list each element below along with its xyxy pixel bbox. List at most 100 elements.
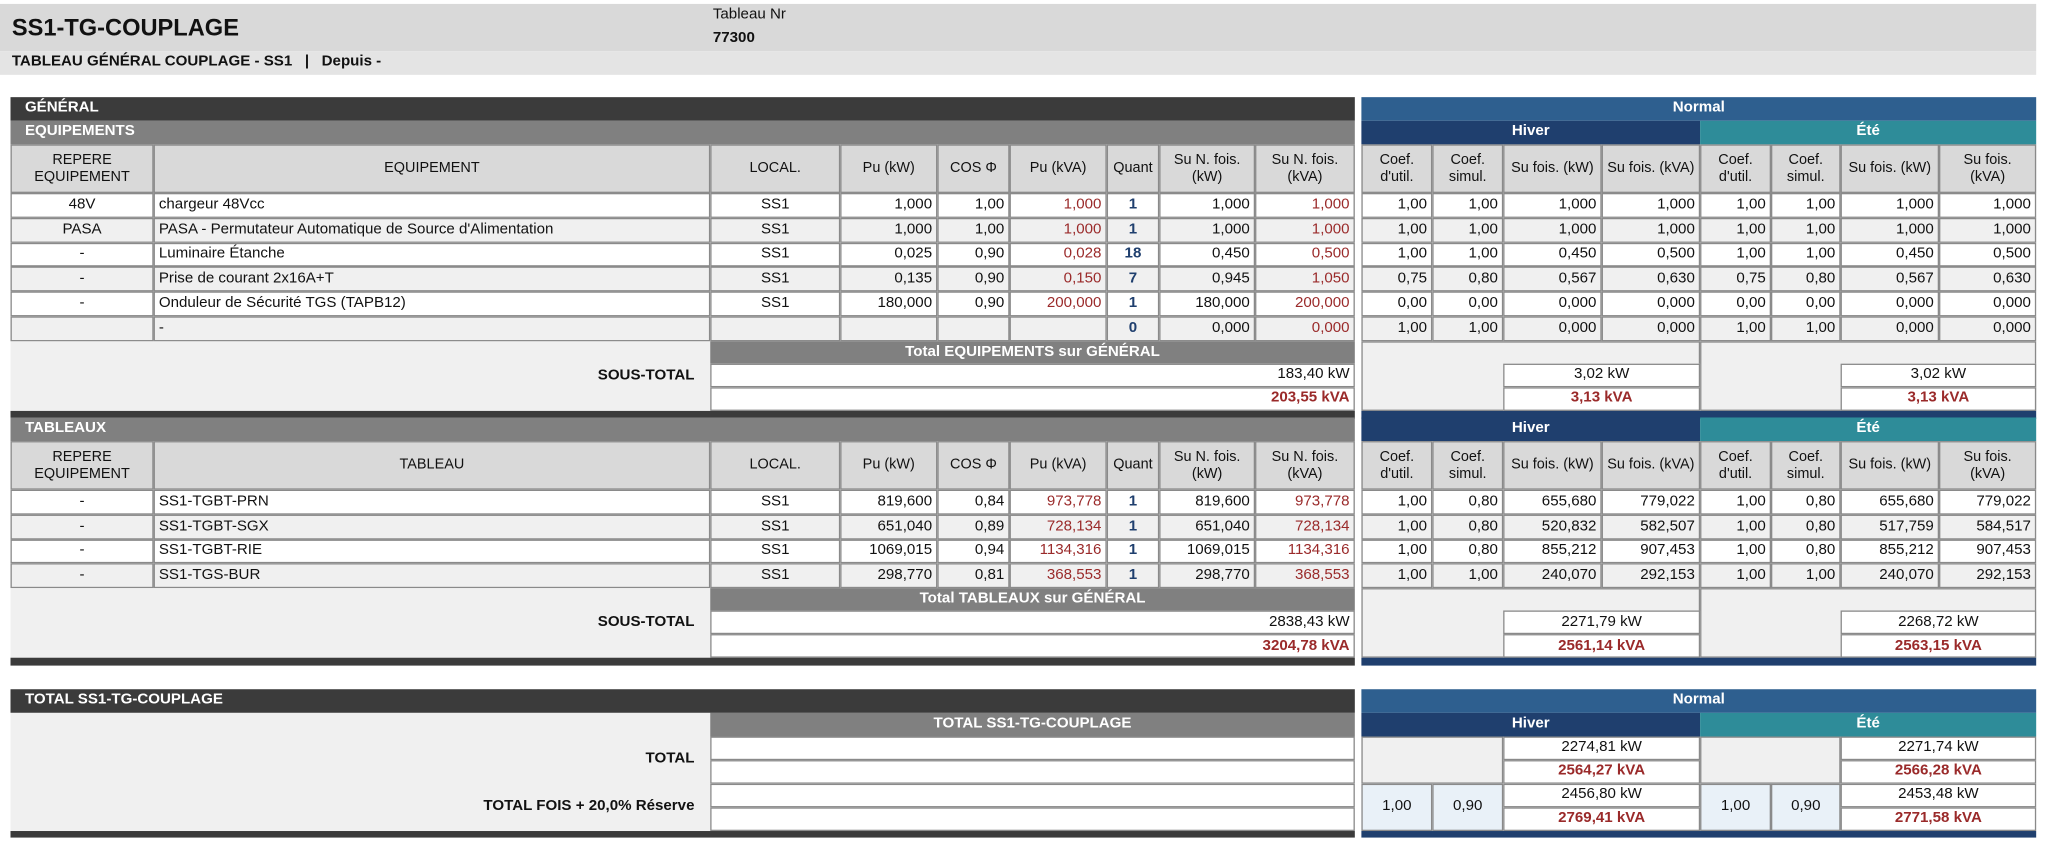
column-header: Pu (kVA)	[1009, 441, 1107, 490]
total-box	[710, 783, 1355, 808]
column-header: TABLEAU	[153, 441, 711, 490]
total-row-label: TOTAL	[645, 751, 695, 768]
cell: SS1-TGBT-PRN	[153, 489, 711, 515]
total-box	[710, 760, 1355, 784]
cell: 1,000	[1840, 192, 1940, 218]
cell: 1,00	[1361, 514, 1433, 540]
cell: 728,134	[1009, 514, 1107, 540]
cell: 1134,316	[1009, 539, 1107, 564]
cell: SS1	[710, 192, 841, 218]
cell: 1,00	[1700, 514, 1771, 540]
cell: 1,00	[1361, 192, 1433, 218]
cell: 855,212	[1840, 539, 1940, 564]
subtitle-band	[0, 51, 2037, 75]
cell: 651,040	[840, 514, 938, 540]
group-label: GÉNÉRAL	[10, 97, 1355, 121]
subtotal-area: SOUS-TOTAL	[10, 341, 711, 411]
subtotal-area: SOUS-TOTAL	[10, 588, 711, 658]
section-end	[10, 831, 1355, 838]
cell: 1,000	[1601, 192, 1701, 218]
cell: 1,000	[1159, 192, 1256, 218]
cell: 1,00	[1770, 563, 1841, 589]
column-header: REPERE EQUIPEMENT	[10, 441, 154, 490]
cell: 0,75	[1361, 267, 1433, 292]
hiver-band: Hiver	[1361, 712, 1701, 737]
header-band	[0, 3, 2037, 52]
cell: SS1	[710, 539, 841, 564]
column-header: Coef. d'util.	[1361, 144, 1433, 193]
cell: 1,00	[1700, 563, 1771, 589]
coef-util: 1,00	[1700, 783, 1771, 832]
column-header: Pu (kVA)	[1009, 144, 1107, 193]
column-header: COS Φ	[937, 441, 1010, 490]
cell: 1,00	[1432, 217, 1504, 243]
column-header: Su fois. (kW)	[1840, 441, 1940, 490]
cell: 0,80	[1432, 267, 1504, 292]
cell: 1	[1106, 291, 1160, 317]
column-header: Coef. simul.	[1770, 144, 1841, 193]
cell: 1	[1106, 563, 1160, 589]
cell: 1,00	[1700, 489, 1771, 515]
cell: 0,90	[937, 242, 1010, 268]
column-header: Pu (kW)	[840, 144, 938, 193]
column-header: Su N. fois. (kW)	[1159, 441, 1256, 490]
subtotal-caption: Total EQUIPEMENTS sur GÉNÉRAL	[710, 341, 1355, 364]
total-box	[710, 736, 1355, 761]
cell: -	[10, 514, 154, 540]
column-header: Coef. d'util.	[1361, 441, 1433, 490]
coef-area	[1700, 736, 1841, 784]
cell: 819,600	[1159, 489, 1256, 515]
cell: 1	[1106, 489, 1160, 515]
column-header: LOCAL.	[710, 441, 841, 490]
ete-kva: 3,13 kVA	[1840, 387, 2037, 411]
cell: 0,75	[1700, 267, 1771, 292]
cell: 1,00	[1361, 539, 1433, 564]
total-label: TOTAL SS1-TG-COUPLAGE	[10, 689, 1355, 713]
section-label: EQUIPEMENTS	[10, 120, 1355, 145]
cell: 1,00	[1700, 192, 1771, 218]
cell: 582,507	[1601, 514, 1701, 540]
cell: Prise de courant 2x16A+T	[153, 267, 711, 292]
cell: 0,000	[1840, 291, 1940, 317]
coef-area	[1361, 736, 1504, 784]
column-header: Quant	[1106, 144, 1160, 193]
cell: 728,134	[1255, 514, 1355, 540]
hiver-kva: 2561,14 kVA	[1503, 634, 1701, 658]
cell: SS1-TGBT-RIE	[153, 539, 711, 564]
cell: 1,00	[1361, 316, 1433, 342]
cell: 1,00	[1770, 192, 1841, 218]
column-header: EQUIPEMENT	[153, 144, 711, 193]
cell: 0,630	[1939, 267, 2037, 292]
cell: 0,000	[1503, 316, 1602, 342]
cell: SS1-TGBT-SGX	[153, 514, 711, 540]
cell	[10, 316, 154, 342]
coef-simul: 0,90	[1432, 783, 1504, 832]
cell: 0,80	[1770, 539, 1841, 564]
ete-kw: 3,02 kW	[1840, 363, 2037, 388]
cell: 1,000	[1255, 217, 1355, 243]
cell: 0,00	[1432, 291, 1504, 317]
normal-band: Normal	[1361, 689, 2037, 713]
cell: 0,945	[1159, 267, 1256, 292]
cell: 0,000	[1255, 316, 1355, 342]
cell: 1,00	[937, 217, 1010, 243]
cell: 0,81	[937, 563, 1010, 589]
cell: 292,153	[1939, 563, 2037, 589]
column-header: Coef. simul.	[1432, 441, 1504, 490]
cell: 0,567	[1503, 267, 1602, 292]
cell: 0,00	[1700, 291, 1771, 317]
cell: 1069,015	[1159, 539, 1256, 564]
subtitle: TABLEAU GÉNÉRAL COUPLAGE - SS1 | Depuis …	[11, 54, 382, 71]
cell: 1,00	[1770, 242, 1841, 268]
cell: 655,680	[1503, 489, 1602, 515]
reserve-kw: 2456,80 kW	[1503, 783, 1701, 808]
cell: Luminaire Étanche	[153, 242, 711, 268]
column-header: REPERE EQUIPEMENT	[10, 144, 154, 193]
cell: 180,000	[1159, 291, 1256, 317]
hiver-kw: 2271,79 kW	[1503, 610, 1701, 635]
ete-band: Été	[1700, 417, 2037, 442]
cell: 1,00	[1361, 489, 1433, 515]
cell: 1,00	[1361, 242, 1433, 268]
cell: 0,000	[1939, 291, 2037, 317]
